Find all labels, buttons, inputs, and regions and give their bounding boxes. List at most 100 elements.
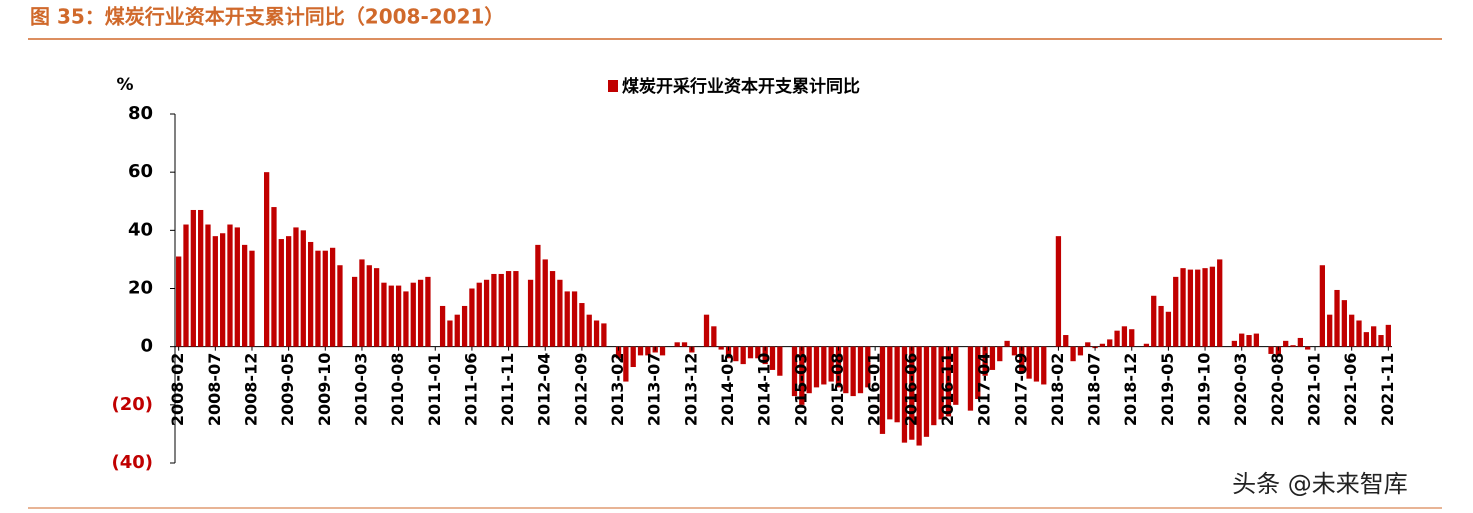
bar <box>198 209 204 347</box>
bar <box>227 224 233 347</box>
x-tick-label: 2013-07 <box>645 353 664 426</box>
bar <box>718 346 724 350</box>
bar <box>1246 335 1252 347</box>
bar <box>264 172 270 347</box>
bar <box>1063 335 1069 347</box>
bar <box>945 346 952 417</box>
bar <box>1011 346 1018 356</box>
x-tick-label: 2013-12 <box>681 353 700 426</box>
bar <box>1356 320 1362 347</box>
bar <box>190 209 196 347</box>
bar <box>315 250 321 347</box>
bar <box>359 259 365 347</box>
bar <box>953 346 959 405</box>
bar <box>469 288 475 347</box>
bar <box>205 224 211 347</box>
x-tick-label: 2013-02 <box>608 353 627 426</box>
bar <box>410 282 416 347</box>
bar <box>571 291 578 347</box>
x-tick-label: 2018-02 <box>1048 353 1067 426</box>
x-tick-label: 2021-01 <box>1305 353 1324 426</box>
bar <box>1275 346 1282 356</box>
bar <box>733 346 739 362</box>
bar <box>1195 269 1201 347</box>
bar <box>887 346 893 420</box>
bar <box>395 285 402 347</box>
bar <box>762 346 768 365</box>
bar <box>769 346 776 370</box>
bar <box>439 305 446 347</box>
watermark: 头条 @未来智库 <box>1232 470 1408 498</box>
bar <box>850 346 856 397</box>
bar <box>366 265 372 347</box>
bar <box>931 346 937 426</box>
bar <box>1180 268 1186 347</box>
bar <box>447 320 453 347</box>
bar <box>703 314 710 347</box>
y-tick-label: 20 <box>128 278 153 299</box>
x-tick-label: 2017-09 <box>1011 353 1030 426</box>
bar <box>1151 295 1157 347</box>
bar <box>212 236 218 347</box>
bar <box>630 346 636 368</box>
bar <box>307 241 314 347</box>
bar <box>806 346 812 394</box>
bar <box>278 239 284 347</box>
x-tick-label: 2015-08 <box>828 353 847 426</box>
bar <box>183 224 189 347</box>
bar <box>1055 236 1062 347</box>
bar <box>527 279 534 347</box>
bar <box>674 342 680 347</box>
bar <box>813 346 820 388</box>
bar <box>1033 346 1040 382</box>
bar <box>1099 343 1106 347</box>
bar <box>176 256 182 347</box>
bar <box>879 346 886 434</box>
legend-label: 煤炭开采行业资本开支累计同比 <box>622 76 860 97</box>
x-tick-label: 2021-11 <box>1378 353 1397 426</box>
x-tick-label: 2009-05 <box>278 353 297 426</box>
bar <box>997 346 1003 362</box>
bar <box>322 250 328 347</box>
bar <box>285 236 292 347</box>
bar <box>1041 346 1047 385</box>
bar <box>982 346 988 376</box>
bar <box>476 282 482 347</box>
x-tick-label: 2012-04 <box>535 353 554 426</box>
bar <box>535 244 541 347</box>
bar <box>1158 305 1164 347</box>
bar <box>1129 329 1135 347</box>
bar <box>271 207 277 347</box>
bar <box>1187 269 1194 347</box>
x-tick-label: 2020-03 <box>1231 353 1250 426</box>
bar <box>777 346 783 376</box>
y-tick-label: (40) <box>111 452 153 473</box>
x-tick-label: 2014-05 <box>718 353 737 426</box>
bar <box>681 342 688 347</box>
bar <box>337 265 343 347</box>
y-axis-label: % <box>116 75 133 95</box>
bar <box>615 346 622 359</box>
bar <box>967 346 974 411</box>
x-tick-label: 2012-09 <box>571 353 590 426</box>
bar <box>791 346 798 397</box>
bar <box>1268 346 1274 354</box>
bar <box>403 291 409 347</box>
bar <box>1143 343 1150 347</box>
bar <box>564 291 570 347</box>
bar <box>725 346 732 359</box>
x-tick-label: 2016-01 <box>865 353 884 426</box>
bar <box>1319 265 1325 347</box>
bar <box>799 346 805 405</box>
bar <box>755 346 761 359</box>
bar <box>549 271 556 347</box>
bar <box>425 276 431 347</box>
bar <box>483 279 490 347</box>
bar <box>1253 333 1260 347</box>
bar <box>659 346 666 356</box>
bar <box>417 279 424 347</box>
x-tick-label: 2021-06 <box>1341 353 1360 426</box>
x-tick-label: 2014-10 <box>755 353 774 426</box>
bar <box>1121 326 1128 347</box>
